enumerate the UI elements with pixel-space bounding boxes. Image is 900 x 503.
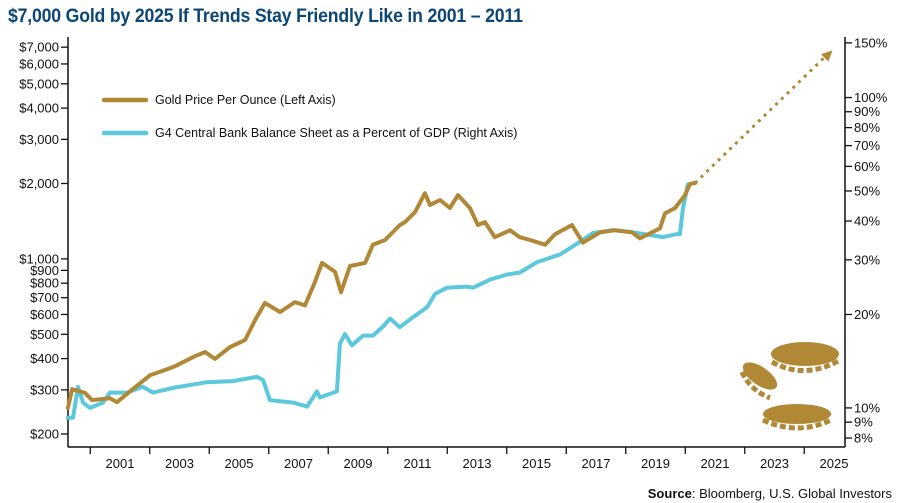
gold-price-line [65, 181, 698, 410]
x-tick-label: 2021 [701, 456, 730, 471]
right-tick-label: 40% [854, 214, 880, 229]
x-tick-label: 2001 [106, 456, 135, 471]
left-tick-label: $400 [30, 351, 59, 366]
x-tick-label: 2015 [522, 456, 551, 471]
chart-title: $7,000 Gold by 2025 If Trends Stay Frien… [8, 6, 523, 27]
right-tick-label: 30% [854, 252, 880, 267]
left-tick-label: $800 [30, 276, 59, 291]
x-tick-label: 2009 [344, 456, 373, 471]
right-tick-label: 80% [854, 120, 880, 135]
left-tick-label: $700 [30, 290, 59, 305]
right-tick-label: 90% [854, 104, 880, 119]
left-tick-label: $3,000 [19, 132, 59, 147]
left-tick-label: $6,000 [19, 56, 59, 71]
right-tick-label: 50% [854, 183, 880, 198]
left-tick-label: $900 [30, 263, 59, 278]
legend: Gold Price Per Ounce (Left Axis) G4 Cent… [101, 93, 517, 140]
source-label: Source [647, 486, 692, 501]
right-tick-label: 10% [854, 400, 880, 415]
left-tick-label: $500 [30, 327, 59, 342]
axes: $200 $300 $400 $500 $600 $700$800$900$1,000 $2… [19, 35, 887, 471]
left-tick-label: $600 [30, 307, 59, 322]
right-tick-label: 70% [854, 138, 880, 153]
left-tick-label: $4,000 [19, 101, 59, 116]
gold-coins-icon [739, 342, 842, 431]
source-text: : Bloomberg, U.S. Global Investors [691, 486, 892, 501]
series-layer [65, 50, 833, 420]
right-tick-label: 20% [854, 307, 880, 322]
projection-arrowhead-icon [821, 50, 833, 62]
x-tick-label: 2005 [225, 456, 254, 471]
x-tick-label: 2007 [284, 456, 313, 471]
left-tick-label: $5,000 [19, 76, 59, 91]
left-tick-label: $2,000 [19, 176, 59, 191]
legend-label-gold: Gold Price Per Ounce (Left Axis) [155, 93, 336, 107]
x-tick-label: 2023 [760, 456, 789, 471]
left-tick-label: $7,000 [19, 40, 59, 55]
right-tick-label: 100% [854, 90, 888, 105]
left-tick-label: $1,000 [19, 251, 59, 266]
legend-label-blue: G4 Central Bank Balance Sheet as a Perce… [155, 126, 517, 140]
source-note: Source: Bloomberg, U.S. Global Investors [648, 486, 892, 501]
right-tick-label: 8% [854, 431, 873, 446]
x-tick-label: 2011 [404, 456, 432, 471]
right-tick-label: 60% [854, 159, 880, 174]
projection-dotted-line [694, 56, 826, 185]
left-tick-label: $300 [30, 382, 59, 397]
x-tick-label: 2019 [641, 456, 670, 471]
g4-balance-sheet-line [65, 182, 690, 420]
right-tick-label: 9% [854, 415, 873, 430]
x-tick-label: 2013 [463, 456, 492, 471]
right-tick-label: 150% [854, 35, 888, 50]
x-tick-label: 2003 [165, 456, 194, 471]
x-tick-label: 2025 [820, 456, 849, 471]
x-tick-label: 2017 [582, 456, 611, 471]
left-tick-label: $200 [30, 427, 59, 442]
